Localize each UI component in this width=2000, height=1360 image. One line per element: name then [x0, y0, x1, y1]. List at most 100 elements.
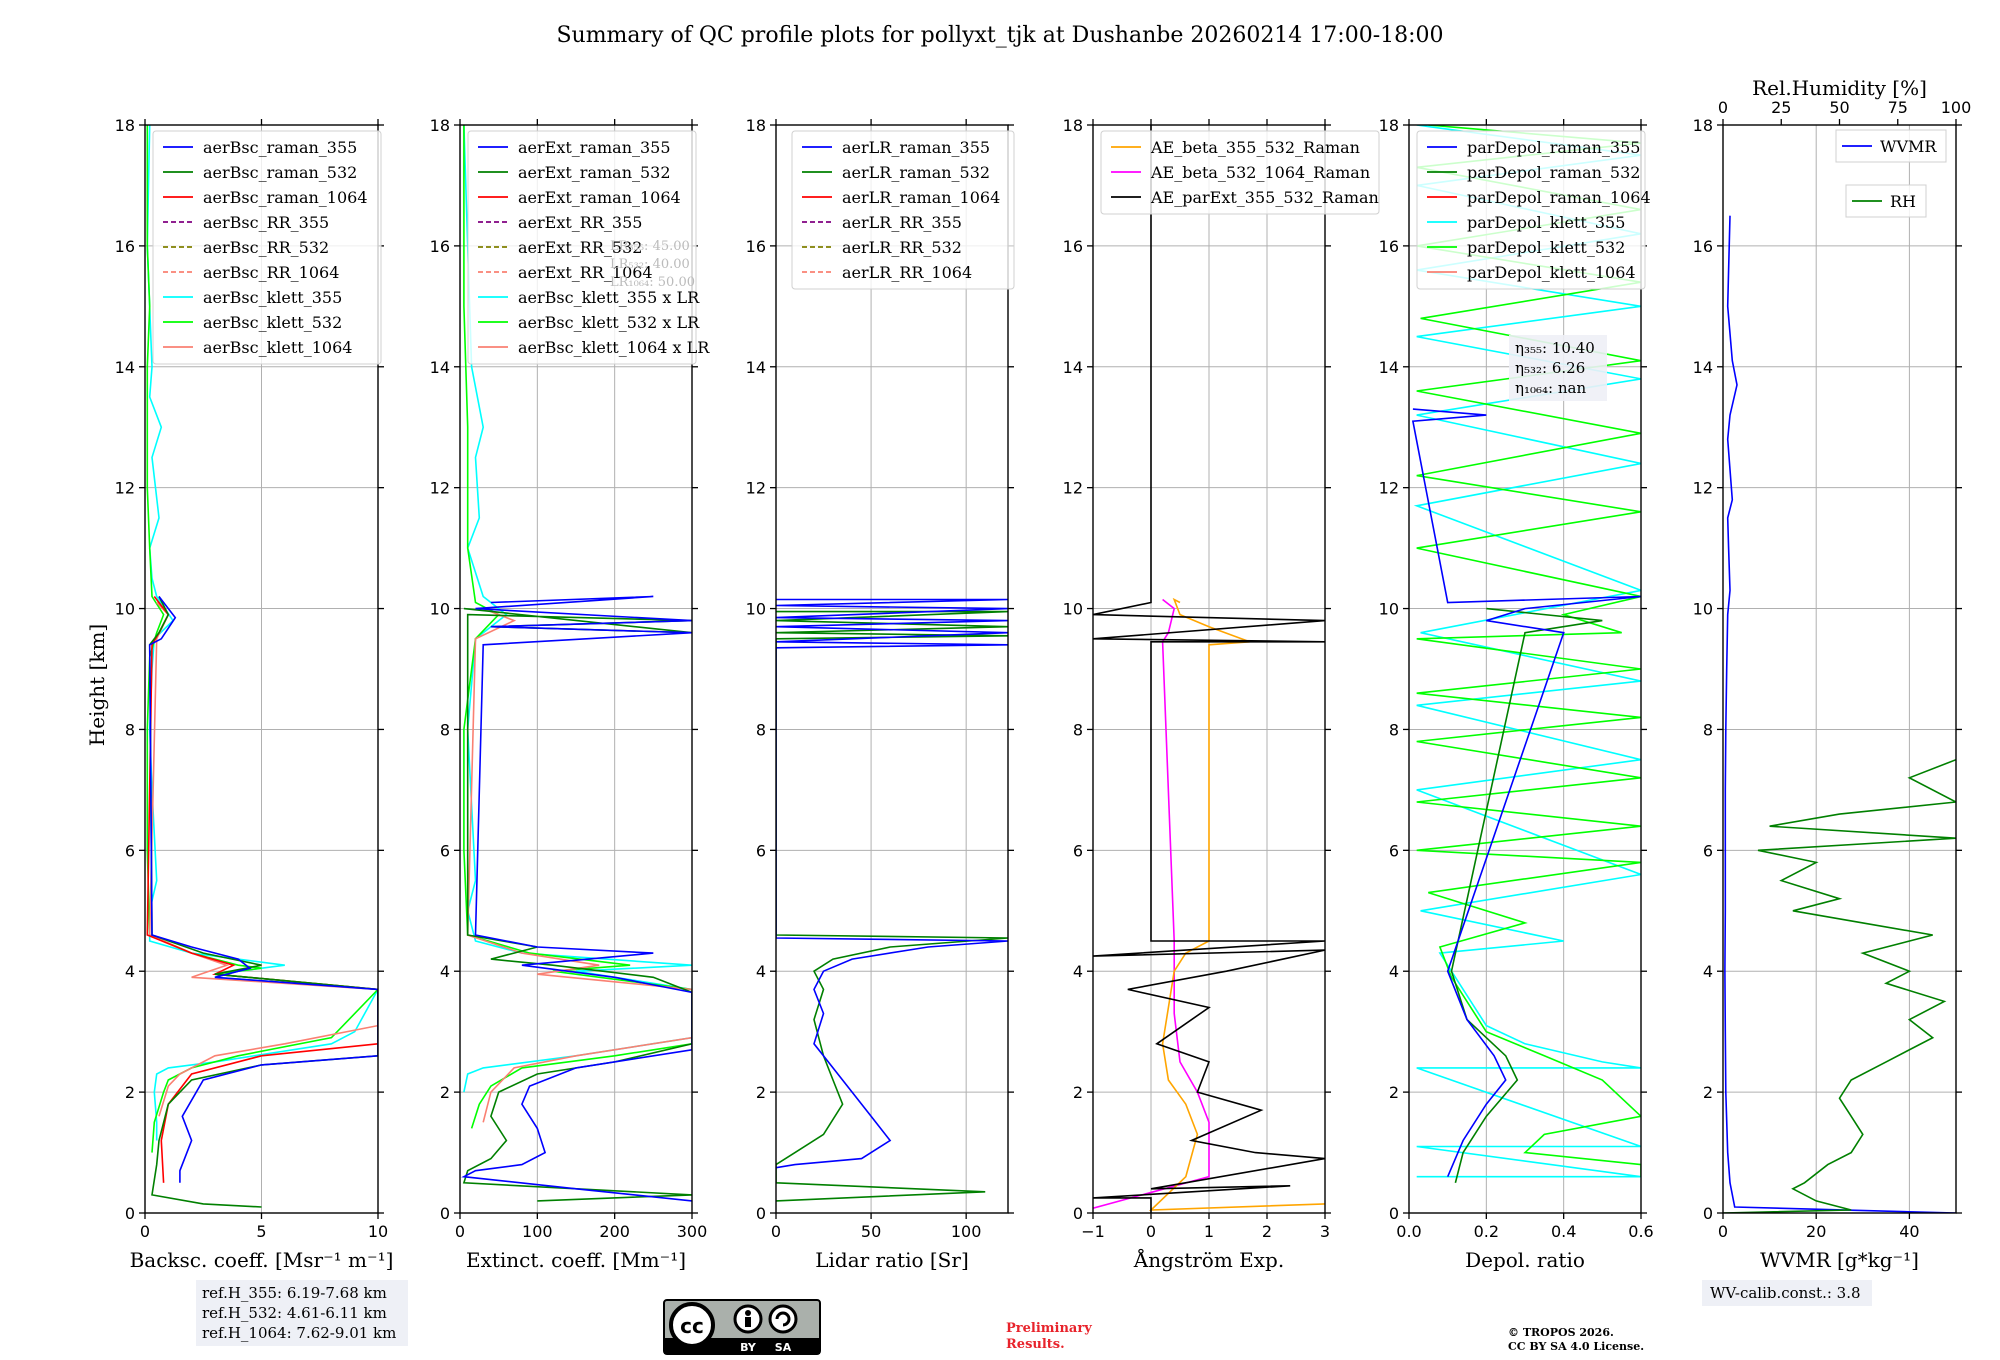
- y-tick-label: 10: [430, 600, 450, 619]
- series-line-aerBsc_klett_1064: [148, 601, 378, 1117]
- y-tick-label: 0: [756, 1204, 766, 1223]
- axes-frame: [1408, 124, 1642, 1214]
- y-tick-label: 0: [125, 1204, 135, 1223]
- y-tick-label: 8: [1703, 720, 1713, 739]
- legend: aerBsc_raman_355 aerBsc_raman_532 aerBsc_r…: [152, 130, 382, 365]
- cc-text: cc: [680, 1314, 704, 1338]
- x-axis-label: Backsc. coeff. [Msr⁻¹ m⁻¹]: [130, 1248, 394, 1272]
- y-tick-label: 6: [1073, 841, 1083, 860]
- legend-frame: [1416, 130, 1646, 290]
- series-line-aerBsc_klett_1064 x LR: [466, 607, 692, 1123]
- legend-label: aerLR_RR_1064: [842, 263, 972, 282]
- legend-label: aerBsc_RR_355: [203, 213, 329, 232]
- series-group: [146, 125, 378, 1208]
- y-tick-label: 8: [756, 720, 766, 739]
- series-line-aerLR_raman_355: [776, 598, 1008, 1169]
- y-tick-label: 10: [115, 600, 135, 619]
- ref-h-532: ref.H_532: 4.61-6.11 km: [202, 1304, 387, 1322]
- series-line-aerBsc_raman_1064: [146, 596, 378, 1183]
- x-tick-label: 0: [455, 1222, 465, 1241]
- y-tick-label: 8: [125, 720, 135, 739]
- legend-frame: [152, 130, 382, 365]
- y-tick-label: 18: [1063, 116, 1083, 135]
- legend-label: parDepol_raman_532: [1467, 163, 1640, 182]
- y-tick-label: 12: [430, 479, 450, 498]
- legend-label: AE_beta_355_532_Raman: [1150, 138, 1360, 157]
- series-line-parDepol_raman_355: [1411, 408, 1641, 1178]
- legend: AE_beta_355_532_Raman AE_beta_532_1064_Ra…: [1100, 130, 1380, 215]
- series-line-aerBsc_klett_532 x LR: [463, 125, 692, 1129]
- y-tick-label: 2: [440, 1083, 450, 1102]
- y-tick-label: 2: [1703, 1083, 1713, 1102]
- x-tick-label: 0: [140, 1222, 150, 1241]
- legend-label: aerExt_raman_1064: [518, 188, 681, 207]
- x-tick-label: 0: [1718, 1222, 1728, 1241]
- y-tick-label: 16: [115, 237, 135, 256]
- cc-icon: [669, 1302, 715, 1348]
- x-axis-label: Lidar ratio [Sr]: [815, 1248, 969, 1272]
- series-group: [776, 598, 1008, 1202]
- y-tick-label: 0: [1389, 1204, 1399, 1223]
- y-axis-label: Height [km]: [85, 624, 109, 746]
- x-tick-label: 0.4: [1551, 1222, 1576, 1241]
- y-tick-label: 6: [756, 841, 766, 860]
- y-tick-label: 10: [1379, 600, 1399, 619]
- legend-label: aerExt_raman_532: [518, 163, 671, 182]
- series-line-AE_beta_355_532_Raman: [1148, 597, 1325, 1211]
- y-tick-label: 10: [746, 600, 766, 619]
- y-tick-label: 14: [1379, 358, 1399, 377]
- y-tick-label: 18: [115, 116, 135, 135]
- legend-label: aerLR_raman_355: [842, 138, 990, 157]
- y-tick-label: 8: [1389, 720, 1399, 739]
- y-tick-label: 16: [1693, 237, 1713, 256]
- x-tick-label: 300: [677, 1222, 708, 1241]
- legend-label: aerLR_RR_532: [842, 238, 962, 257]
- eta-box: [1509, 335, 1607, 401]
- figure-title: Summary of QC profile plots for pollyxt_…: [556, 23, 1443, 48]
- legend-label: aerBsc_klett_1064: [203, 338, 352, 357]
- series-line-aerBsc_raman_532: [148, 596, 378, 1208]
- legend-label: aerExt_raman_355: [518, 138, 671, 157]
- y-tick-label: 2: [756, 1083, 766, 1102]
- y-tick-label: 12: [1379, 479, 1399, 498]
- top-x-tick-label: 100: [1941, 98, 1972, 117]
- wv-calib-box: WV-calib.const.: 3.8: [1702, 1280, 1872, 1306]
- y-tick-label: 2: [1389, 1083, 1399, 1102]
- y-tick-label: 6: [1703, 841, 1713, 860]
- x-tick-label: 5: [256, 1222, 266, 1241]
- x-axis-label: Ångström Exp.: [1133, 1247, 1284, 1272]
- series-line-aerLR_raman_532: [776, 610, 1008, 1202]
- legend-label: AE_beta_532_1064_Raman: [1150, 163, 1370, 182]
- legend-label: parDepol_klett_355: [1467, 213, 1625, 232]
- legend-label: parDepol_raman_355: [1467, 138, 1640, 157]
- y-tick-label: 14: [1063, 358, 1083, 377]
- lr-note: LR₅₃₂: 40.00: [610, 257, 690, 272]
- ref-h-1064: ref.H_1064: 7.62-9.01 km: [202, 1324, 396, 1342]
- y-tick-label: 12: [1063, 479, 1083, 498]
- legend-label: aerLR_raman_532: [842, 163, 990, 182]
- x-tick-label: 10: [368, 1222, 388, 1241]
- legend-label: aerBsc_raman_355: [203, 138, 357, 157]
- series-group: [461, 125, 692, 1202]
- legend-label: aerExt_RR_355: [518, 213, 642, 232]
- x-tick-label: −1: [1081, 1222, 1105, 1241]
- legend-label: aerBsc_klett_532: [203, 313, 342, 332]
- legend-frame: [791, 130, 1015, 290]
- preliminary-label: Preliminary: [1006, 1321, 1092, 1336]
- legend-label: parDepol_klett_1064: [1467, 263, 1636, 282]
- y-tick-label: 18: [1379, 116, 1399, 135]
- series-line-parDepol_raman_532: [1450, 607, 1603, 1183]
- ref-height-box: ref.H_355: 6.19-7.68 km ref.H_532: 4.61-…: [196, 1280, 408, 1346]
- y-tick-label: 6: [440, 841, 450, 860]
- ref-height-box-bg: [196, 1280, 408, 1346]
- series-line-aerExt_raman_355: [461, 595, 692, 1202]
- y-tick-label: 4: [440, 962, 450, 981]
- x-tick-label: 1: [1204, 1222, 1214, 1241]
- series-group: [1411, 125, 1641, 1183]
- legend-label: aerExt_RR_1064: [518, 263, 653, 282]
- x-tick-label: 0.6: [1628, 1222, 1653, 1241]
- series-line-aerBsc_raman_355: [148, 596, 378, 1183]
- legend: aerExt_raman_355 aerExt_raman_532 aerExt_r…: [467, 130, 710, 365]
- x-tick-label: 0: [1146, 1222, 1156, 1241]
